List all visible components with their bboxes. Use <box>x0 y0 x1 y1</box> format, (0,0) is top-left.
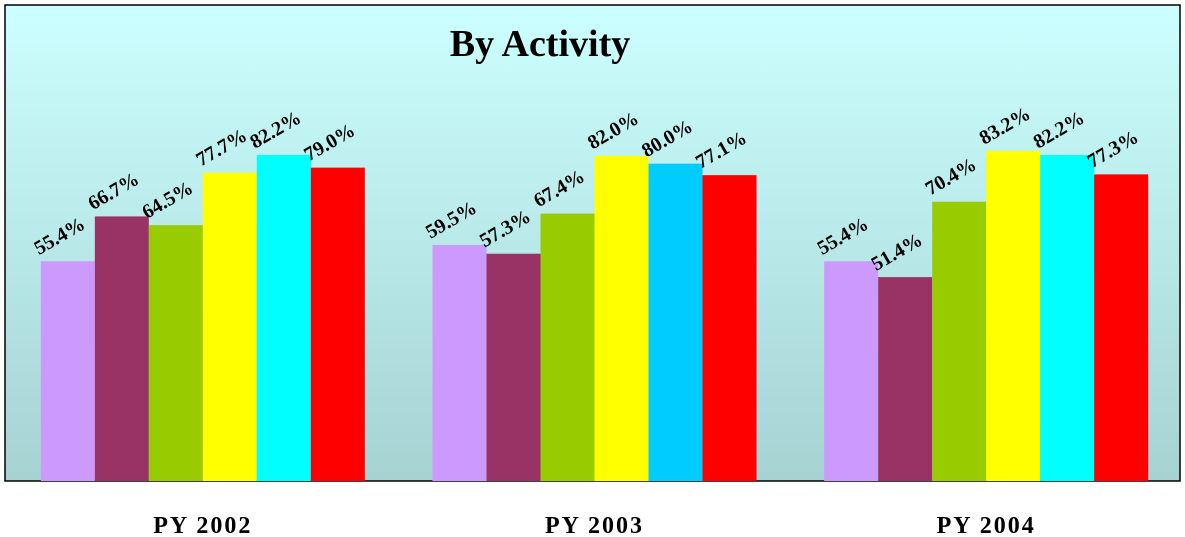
bar <box>594 155 649 481</box>
bar <box>702 175 757 482</box>
bar <box>256 154 311 481</box>
bar <box>1094 174 1149 482</box>
bar <box>1040 154 1095 481</box>
bar <box>648 163 703 481</box>
bar <box>94 216 149 481</box>
bar <box>310 167 365 481</box>
chart-title: By Activity <box>450 23 630 65</box>
x-tick-label: PY 2003 <box>545 513 644 537</box>
bar <box>486 253 541 481</box>
x-tick-label: PY 2004 <box>937 513 1036 537</box>
bar <box>540 213 595 481</box>
bar <box>148 225 203 481</box>
bar <box>432 244 487 481</box>
bar <box>202 172 257 482</box>
bar <box>878 277 933 481</box>
bar <box>40 261 95 481</box>
bar <box>824 261 879 481</box>
x-tick-label: PY 2002 <box>153 513 252 537</box>
bar <box>932 201 987 481</box>
bar <box>986 150 1041 481</box>
